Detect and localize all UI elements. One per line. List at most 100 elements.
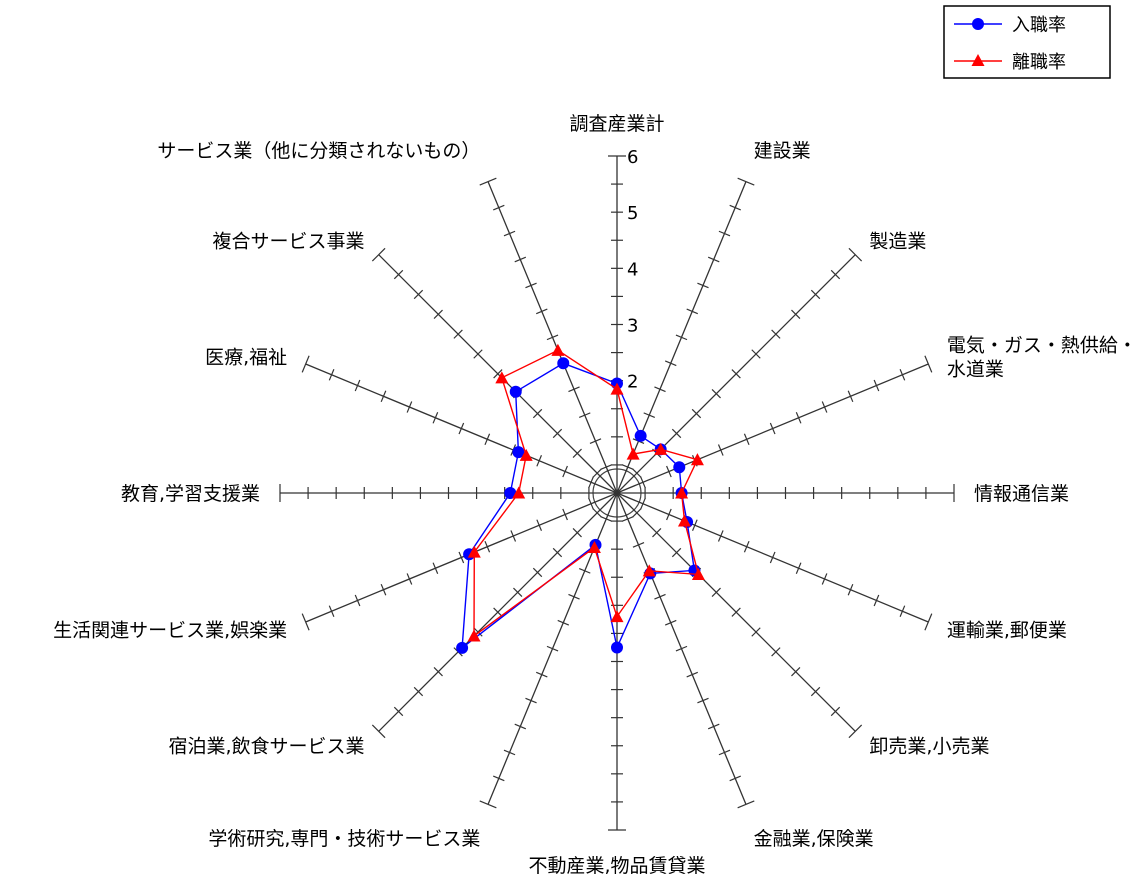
radar-tick-mark [924,355,933,373]
radar-tick-mark [562,465,568,478]
radar-tick-mark [328,605,335,617]
radar-tick-mark [686,308,699,315]
radar-tick-mark [821,573,828,585]
radar-tick-mark [675,334,688,341]
radar-tick-mark [546,645,559,652]
radar-tick-mark [589,438,602,444]
radar-axis-label: 電気・ガス・熱供給・水道業 [947,334,1135,380]
radar-tick-mark [664,619,677,626]
radar-tick-mark [552,428,563,439]
radar-axis-label: 医療,福祉 [205,346,287,368]
radar-tick-mark [717,444,724,456]
data-point-series-1 [690,453,704,466]
radar-tick-mark [588,497,594,510]
radar-tick-mark [632,542,645,548]
radar-tick-mark [552,547,563,558]
radar-tick-label: 6 [627,147,638,168]
data-point-series-1 [467,545,481,558]
radar-tick-mark [479,800,497,809]
radar-tick-mark [432,411,439,424]
radar-axis-label-line: 電気・ガス・熱供給・ [947,334,1135,356]
radar-axis-label-line: 卸売業,小売業 [869,735,989,757]
radar-axis-label-line: 製造業 [869,231,926,253]
radar-tick-mark [711,389,721,399]
radar-tick-mark [643,412,656,419]
radar-tick-mark [621,464,634,470]
data-point-series-1 [610,382,624,395]
radar-tick-mark [484,433,491,446]
radar-tick-mark [301,355,310,373]
radar-tick-mark [484,540,491,553]
radar-tick-mark [493,369,503,379]
radar-tick-mark [671,428,682,439]
radar-axis-label-line: 宿泊業,飲食サービス業 [169,735,365,757]
radar-tick-mark [572,528,582,538]
radar-tick-mark [453,329,463,339]
radar-axis-label: 教育,学習支援業 [121,483,260,505]
radar-tick-mark [413,289,424,300]
radar-tick-mark [899,369,906,381]
data-point-series-1 [642,564,656,577]
radar-tick-mark [847,390,854,403]
radar-tick-mark [771,647,781,657]
data-point-series-1 [675,486,689,499]
radar-axis-label: 生活関連サービス業,娯楽業 [53,620,287,642]
radar-tick-mark [458,551,465,564]
radar-tick-mark [848,724,863,739]
radar-tick-mark [301,613,310,631]
data-point-series-1 [519,448,533,461]
radar-tick-mark [707,723,720,730]
radar-axis-label-line: 調査産業計 [569,113,664,135]
radar-tick-mark [532,567,543,578]
radar-tick-mark [640,497,646,510]
radar-axis-label-line: 医療,福祉 [205,346,287,368]
data-point-series-1 [691,567,705,580]
radar-tick-mark [691,519,698,532]
radar-tick-mark [473,349,483,359]
radar-tick-mark [671,547,682,558]
radar-axis-label: 不動産業,物品賃貸業 [528,855,705,877]
data-point-series-1 [626,447,640,460]
radar-tick-mark [899,605,906,617]
radar-axis-label-line: 教育,学習支援業 [121,483,260,505]
radar-tick-mark [810,289,821,300]
radar-tick-mark [718,230,731,237]
radar-tick-mark [393,269,404,280]
radar-tick-mark [830,269,841,280]
radar-tick-mark [513,587,523,597]
radar-tick-mark [691,408,702,419]
radar-tick-mark [380,583,387,596]
radar-tick-mark [632,468,642,478]
data-point-series-1 [551,343,565,356]
radar-tick-labels: 2 3 4 5 6 [627,147,638,393]
radar-tick-label: 2 [627,372,638,393]
radar-tick-mark [354,594,361,607]
radar-axis-label: 製造業 [869,231,926,253]
radar-tick-mark [795,562,802,575]
radar-tick-mark [568,593,580,600]
radar-tick-mark [791,667,801,677]
radar-tick-label: 3 [627,316,638,337]
series-line-0 [461,362,696,650]
radar-tick-label: 4 [627,259,638,280]
radar-tick-mark [769,551,776,564]
radar-tick-mark [847,583,854,596]
radar-tick-mark [413,686,424,697]
legend: 入職率 離職率 [943,5,1111,79]
radar-tick-mark [406,401,413,413]
radar-tick-mark [652,528,662,538]
radar-axis-label-line: 水道業 [947,358,1004,380]
radar-tick-mark [546,334,559,341]
radar-tick-mark [810,686,821,697]
radar-tick-label: 5 [627,203,638,224]
data-point-series-1 [495,371,509,384]
radar-axis-label: 調査産業計 [569,113,664,135]
radar-tick-mark [737,800,755,809]
radar-tick-mark [493,204,505,211]
legend-marker-series-0 [972,18,984,30]
legend-label-series-0: 入職率 [1012,15,1066,36]
radar-axis-label-line: 金融業,保険業 [754,828,874,850]
radar-axis-label-line: サービス業（他に分類されないもの） [157,140,480,162]
radar-tick-mark [380,390,387,403]
